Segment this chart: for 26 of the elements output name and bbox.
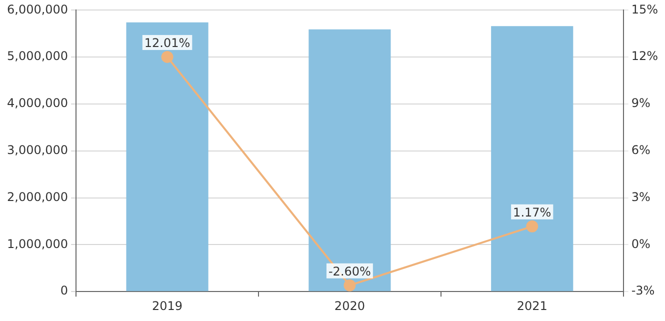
x-tick-label: 2020: [334, 298, 365, 313]
data-label: -2.60%: [328, 264, 371, 278]
x-tick-label: 2019: [152, 298, 183, 313]
y2-tick-label: 12%: [631, 49, 658, 64]
y2-tick-label: 3%: [631, 190, 650, 204]
y-tick-label: 3,000,000: [6, 143, 68, 158]
x-tick-label: 2021: [516, 298, 548, 313]
y-tick-label: 2,000,000: [6, 190, 68, 204]
y-tick-label: 5,000,000: [6, 49, 68, 64]
y2-tick-label: 6%: [631, 143, 650, 158]
y-tick-label: 6,000,000: [6, 2, 68, 16]
data-label: 12.01%: [144, 36, 190, 50]
y-tick-label: 4,000,000: [6, 96, 68, 110]
point: [344, 279, 356, 292]
point: [526, 220, 538, 232]
point: [161, 50, 174, 63]
y2-tick-label: 15%: [631, 2, 658, 16]
y2-tick-label: 0%: [631, 236, 650, 251]
bar: [308, 29, 391, 292]
y-tick-label: 0: [60, 284, 68, 298]
y2-tick-label: 9%: [631, 96, 650, 110]
bar: [126, 22, 208, 292]
y-tick-label: 1,000,000: [6, 236, 68, 251]
y2-tick-label: -3%: [631, 284, 655, 298]
bar: [491, 26, 574, 292]
data-label: 1.17%: [513, 206, 552, 220]
